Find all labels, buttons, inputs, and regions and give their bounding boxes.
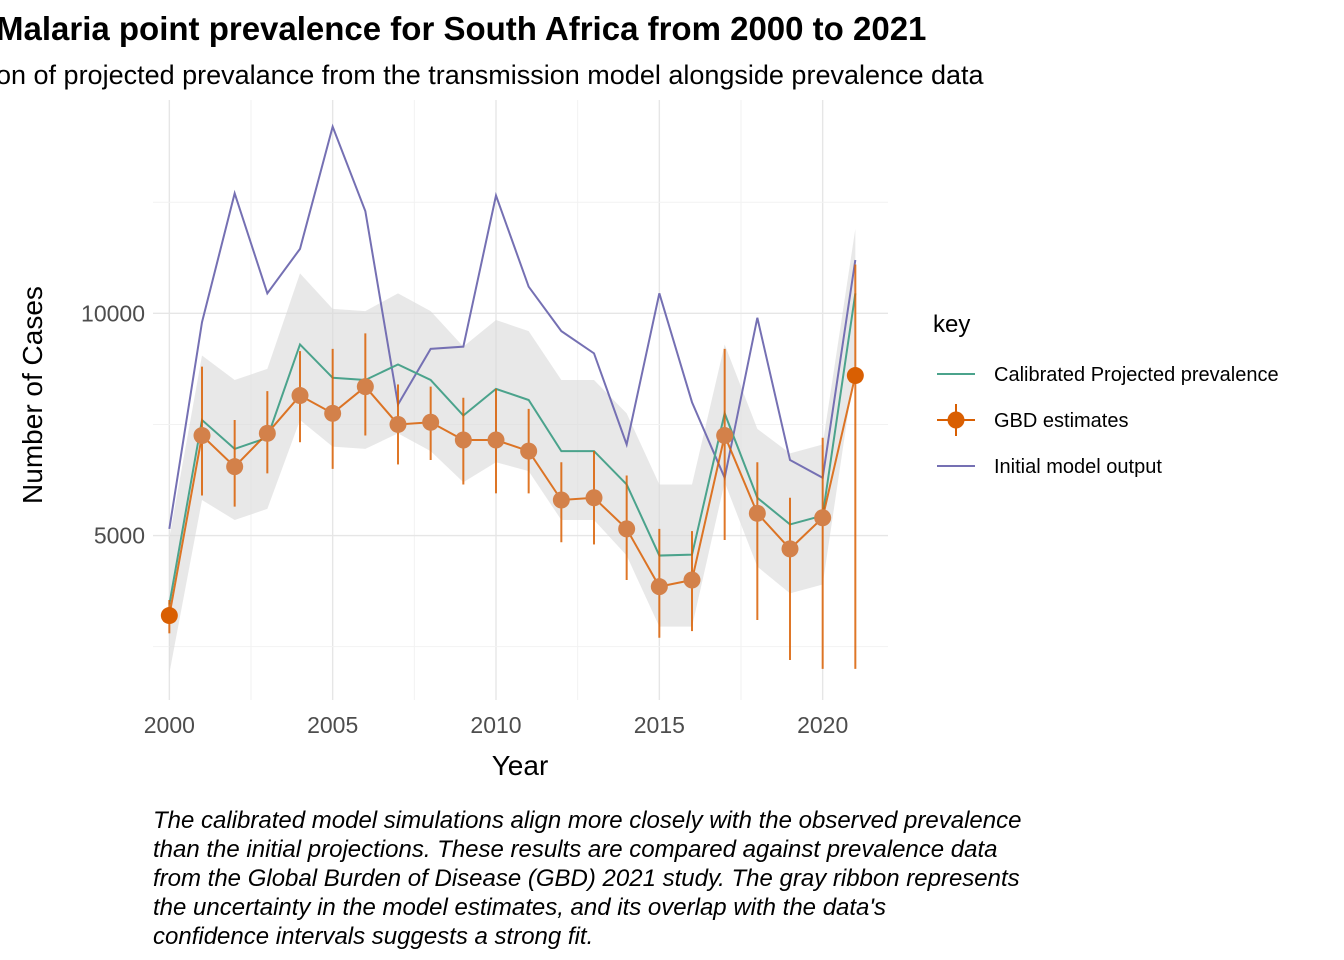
legend-item-gbd: GBD estimates [937,404,1128,436]
gbd-point [454,431,472,449]
caption-line: the uncertainty in the model estimates, … [153,894,886,921]
gbd-point [748,504,766,522]
x-tick-label: 2020 [797,712,848,738]
x-tick-label: 2015 [634,712,685,738]
y-tick-label: 10000 [81,300,145,326]
gbd-point [683,571,701,589]
y-axis-ticks: 5000 10000 [81,300,145,548]
legend-label: Calibrated Projected prevalence [994,364,1279,386]
legend-title: key [933,311,970,338]
legend-label: GBD estimates [994,410,1128,432]
x-tick-label: 2005 [307,712,358,738]
points-layer [160,367,864,625]
gbd-point [291,387,309,405]
gbd-point [487,431,505,449]
chart-caption: The calibrated model simulations align m… [153,806,1021,951]
gbd-point [814,509,832,527]
x-tick-label: 2010 [470,712,521,738]
caption-line: confidence intervals suggests a strong f… [153,923,594,950]
chart-subtitle: on of projected prevalance from the tran… [0,60,984,90]
gbd-point [258,424,276,442]
caption-line: from the Global Burden of Disease (GBD) … [153,865,1020,892]
gbd-point [716,427,734,445]
legend-key-point [947,411,965,429]
gbd-point [520,442,538,460]
gbd-point [618,520,636,538]
gbd-point [324,404,342,422]
x-tick-label: 2000 [144,712,195,738]
legend-label: Initial model output [994,456,1162,478]
x-axis-title: Year [492,750,549,781]
ribbon-layer [169,228,856,674]
lines-layer [168,123,857,616]
series-line-gbd-estimates [168,375,857,616]
gbd-point [846,367,864,385]
gbd-point [422,413,440,431]
gbd-point [552,491,570,509]
caption-line: than the initial projections. These resu… [153,836,998,863]
gbd-point [193,427,211,445]
gbd-point [356,378,374,396]
caption-line: The calibrated model simulations align m… [153,807,1022,834]
uncertainty-ribbon [169,228,856,674]
gbd-point [781,540,799,558]
legend-item-initial: Initial model output [937,456,1162,478]
chart-canvas: 2000 2005 2010 2015 2020 5000 10000 Year Numb… [17,100,1279,781]
chart-title: Malaria point prevalence for South Afric… [0,10,927,47]
gbd-point [226,458,244,476]
gbd-point [160,607,178,625]
x-axis-ticks: 2000 2005 2010 2015 2020 [144,712,849,738]
gbd-point [650,578,668,596]
legend: key Calibrated Projected prevalence GBD e… [933,311,1279,478]
y-axis-title: Number of Cases [17,286,48,504]
gbd-point [389,415,407,433]
legend-item-calibrated: Calibrated Projected prevalence [937,364,1279,386]
series-line-calibrated-projected-prevalence [168,293,857,605]
gbd-point [585,489,603,507]
series-line-initial-model-output [168,123,857,530]
y-tick-label: 5000 [94,523,145,549]
